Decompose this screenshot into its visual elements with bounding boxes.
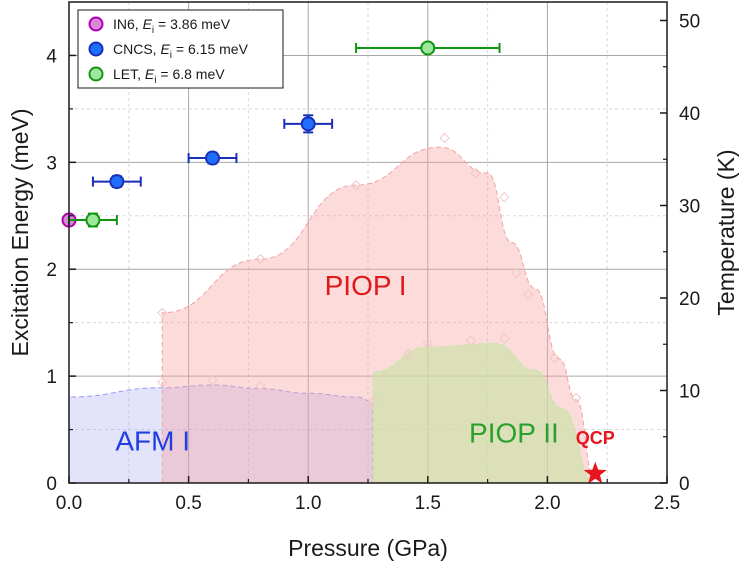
- guide-diamond: [422, 338, 434, 349]
- y-tick-label: 4: [46, 46, 57, 67]
- guide-diamond: [511, 267, 522, 279]
- y2-tick-label: 50: [679, 12, 700, 33]
- y-tick-label: 1: [46, 367, 57, 388]
- y2-tick-label: 30: [679, 197, 700, 218]
- x-tick-label: 2.5: [654, 493, 680, 514]
- x-axis-title: Pressure (GPa): [288, 535, 448, 561]
- data-point: [85, 212, 101, 228]
- x-tick-label: 0.5: [175, 493, 201, 514]
- legend-text-part: E: [160, 41, 170, 57]
- y-axis-title: Excitation Energy (meV): [7, 109, 33, 357]
- guide-diamond: [255, 380, 266, 392]
- legend-text-part: = 6.8 meV: [156, 66, 225, 82]
- series-2: [68, 40, 501, 228]
- guide-diamond: [499, 191, 510, 203]
- y2-tick-label: 0: [679, 474, 690, 495]
- guide-diamond: [549, 352, 560, 364]
- guide-diamond: [403, 349, 414, 360]
- legend-text-part: i: [170, 50, 172, 61]
- legend-marker: [88, 16, 104, 32]
- legend-text-part: E: [143, 16, 153, 32]
- y-tick-label: 3: [46, 153, 57, 174]
- legend-entry-label: LET, Ei = 6.8 meV: [113, 66, 225, 86]
- series-1: [91, 114, 334, 190]
- y-tick-label: 0: [46, 474, 57, 495]
- x-tick-label: 0.0: [56, 493, 82, 514]
- region-label-piop-ii: PIOP II: [469, 417, 559, 448]
- guide-diamond: [207, 375, 218, 386]
- region-label-afm-i: AFM I: [115, 426, 190, 457]
- guide-diamond: [439, 132, 450, 144]
- qcp-label: QCP: [576, 428, 615, 448]
- guide-diamond: [465, 335, 477, 346]
- legend-entry-label: CNCS, Ei = 6.15 meV: [113, 41, 249, 61]
- y2-tick-label: 40: [679, 104, 700, 125]
- data-point: [205, 150, 221, 166]
- data-point: [109, 174, 125, 190]
- legend-text-part: i: [154, 75, 156, 86]
- legend-text-part: = 6.15 meV: [172, 41, 249, 57]
- legend-marker: [88, 41, 104, 57]
- legend-text-part: CNCS,: [113, 41, 160, 57]
- grid: [69, 2, 667, 483]
- guide-diamond: [367, 396, 378, 407]
- data-point: [300, 116, 316, 132]
- y2-tick-label: 20: [679, 289, 700, 310]
- guide-diamond: [499, 333, 510, 344]
- guide-diamond: [157, 307, 168, 319]
- legend-marker: [88, 66, 104, 82]
- legend-text-part: = 3.86 meV: [154, 16, 231, 32]
- region-label-piop-i: PIOP I: [325, 270, 407, 301]
- guide-diamond: [523, 289, 534, 300]
- legend-text-part: i: [152, 25, 154, 36]
- legend-text-part: LET,: [113, 66, 145, 82]
- guide-diamond: [470, 167, 481, 179]
- phase-regions: [68, 146, 596, 484]
- guide-diamond: [255, 253, 266, 265]
- x-tick-label: 1.0: [295, 493, 321, 514]
- x-tick-label: 1.5: [415, 493, 441, 514]
- legend-text-part: IN6,: [113, 16, 143, 32]
- guide-points: [157, 132, 582, 407]
- qcp-star: [583, 461, 607, 484]
- guide-diamond: [350, 179, 362, 191]
- region-piop-ii: [372, 342, 596, 484]
- guide-diamond: [157, 376, 168, 388]
- legend-entry-label: IN6, Ei = 3.86 meV: [113, 16, 231, 36]
- region-afm-i: [68, 384, 374, 484]
- legend-box: [77, 9, 284, 89]
- y2-tick-label: 10: [679, 382, 700, 403]
- y-tick-label: 2: [46, 260, 57, 281]
- x-tick-label: 2.0: [534, 493, 560, 514]
- legend-text-part: E: [145, 66, 155, 82]
- y2-axis-title: Temperature (K): [713, 149, 739, 315]
- data-point: [420, 40, 436, 56]
- guide-diamond: [570, 392, 582, 404]
- legend: IN6, Ei = 3.86 meV CNCS, Ei = 6.15 meV LET…: [77, 9, 284, 89]
